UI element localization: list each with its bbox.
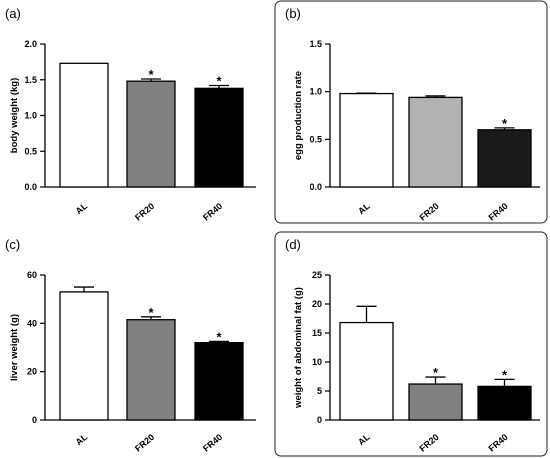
category-label: FR40 xyxy=(201,432,224,454)
bar-fr20 xyxy=(408,96,463,188)
bar-fr40 xyxy=(477,385,532,421)
y-tick-label: 1.0 xyxy=(24,111,37,121)
bar-al xyxy=(59,62,109,188)
y-tick-label: 20 xyxy=(27,367,37,377)
y-tick-label: 15 xyxy=(312,328,322,338)
significance-star: * xyxy=(148,67,154,82)
y-tick-label: 0 xyxy=(317,415,322,425)
y-tick-label: 10 xyxy=(312,357,322,367)
significance-star: * xyxy=(502,116,508,131)
chart-panel-2: (b) 0.0 0.5 1.0 1.5 egg production rate AL FR20… xyxy=(274,0,548,224)
category-label: AL xyxy=(356,432,372,448)
y-axis-title: liver weight (g) xyxy=(9,314,20,381)
y-tick-label: 1.5 xyxy=(309,39,322,49)
bar-fr20 xyxy=(126,80,176,188)
category-label: FR20 xyxy=(417,201,440,223)
panel-frame xyxy=(274,0,548,224)
bar-fr40 xyxy=(477,129,532,188)
significance-star: * xyxy=(502,367,508,382)
category-label: FR20 xyxy=(417,432,440,454)
y-tick-label: 0.5 xyxy=(309,134,322,144)
y-tick-label: 0 xyxy=(32,415,37,425)
y-tick-label: 60 xyxy=(27,270,37,280)
chart-panel-1: (a) 0.0 0.5 1.0 1.5 2.0 body weight (kg) AL * FR2… xyxy=(5,6,256,223)
bar-al xyxy=(339,321,394,421)
y-tick-label: 20 xyxy=(312,299,322,309)
bar-fr20 xyxy=(408,383,463,421)
category-label: FR40 xyxy=(486,432,509,454)
panel-label: (d) xyxy=(285,237,301,252)
y-tick-label: 0.0 xyxy=(309,182,322,192)
y-axis-title: body weight (kg) xyxy=(9,78,20,153)
y-tick-label: 0.0 xyxy=(24,182,37,192)
category-label: FR20 xyxy=(133,432,156,454)
category-label: AL xyxy=(74,201,90,217)
chart-panel-4: (d) 0 5 10 15 20 25 weight of abdominal fat (g)… xyxy=(274,231,548,457)
bar-al xyxy=(59,291,109,421)
y-tick-label: 25 xyxy=(312,270,322,280)
chart-panel-3: (c) 0 20 40 60 liver weight (g) AL * FR20 * FR40 xyxy=(5,237,256,454)
category-label: AL xyxy=(356,201,372,217)
bar-fr40 xyxy=(194,87,244,188)
significance-star: * xyxy=(216,329,222,344)
panel-label: (c) xyxy=(5,237,20,252)
y-tick-label: 5 xyxy=(317,386,322,396)
y-tick-label: 0.5 xyxy=(24,146,37,156)
y-tick-label: 40 xyxy=(27,318,37,328)
bar-fr40 xyxy=(194,342,244,421)
y-axis-title: weight of abdominal fat (g) xyxy=(293,287,304,409)
bar-al xyxy=(339,92,394,188)
y-tick-label: 1.5 xyxy=(24,75,37,85)
category-label: FR20 xyxy=(133,201,156,223)
significance-star: * xyxy=(148,305,154,320)
panel-frame xyxy=(274,231,548,457)
panel-label: (a) xyxy=(5,6,21,21)
bar-fr20 xyxy=(126,319,176,421)
y-tick-label: 2.0 xyxy=(24,39,37,49)
y-tick-label: 1.0 xyxy=(309,87,322,97)
significance-star: * xyxy=(433,365,439,380)
y-axis-title: egg production rate xyxy=(293,71,304,160)
category-label: AL xyxy=(74,432,90,448)
significance-star: * xyxy=(216,73,222,88)
category-label: FR40 xyxy=(201,201,224,223)
panel-label: (b) xyxy=(285,6,301,21)
category-label: FR40 xyxy=(486,201,509,223)
